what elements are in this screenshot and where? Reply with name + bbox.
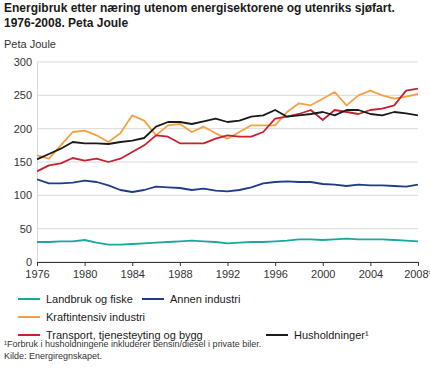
title-line: Energibruk etter næring utenom energisek… (4, 1, 395, 15)
y-tick-label: 300 (14, 56, 32, 68)
grid-line (37, 62, 418, 63)
y-tick-label: 50 (20, 223, 32, 235)
x-tick: 2004 (359, 262, 383, 280)
x-tick: 1976 (25, 262, 49, 280)
legend-swatch (18, 316, 40, 318)
series-line (37, 110, 418, 159)
x-tick-mark (418, 262, 419, 266)
grid-line (37, 162, 418, 163)
y-tick: 100 (14, 189, 37, 201)
legend-item: Kraftintensiv industri (18, 311, 145, 323)
x-tick: 2000 (311, 262, 335, 280)
x-tick: 1984 (121, 262, 145, 280)
legend-item: Husholdninger¹ (266, 329, 369, 341)
x-tick-mark (37, 262, 38, 266)
x-tick-mark (275, 262, 276, 266)
legend-swatch (266, 334, 288, 336)
x-tick-mark (323, 262, 324, 266)
footnote: ¹Forbruk i husholdningene inkluderer ben… (4, 339, 261, 349)
legend-swatch (142, 298, 164, 300)
x-tick-label: 2004 (359, 268, 383, 280)
y-tick: 50 (20, 223, 37, 235)
x-tick-label: 1984 (121, 268, 145, 280)
y-axis-line (37, 63, 38, 263)
x-tick: 1988 (168, 262, 192, 280)
x-axis: 1976 1980 1984 1988 1992 1996 2000 2004 2008* (25, 262, 430, 280)
series-line (37, 179, 418, 192)
x-tick-mark (85, 262, 86, 266)
series-line (37, 91, 418, 159)
y-tick: 200 (14, 123, 37, 135)
y-tick-label: 200 (14, 123, 32, 135)
y-tick: 0 (26, 256, 37, 268)
grid-line (37, 195, 418, 196)
title-line: 1976-2008. Peta Joule (4, 16, 128, 30)
y-tick-label: 0 (26, 256, 32, 268)
x-tick: 1992 (216, 262, 240, 280)
x-tick-mark (228, 262, 229, 266)
x-tick-label: 2000 (311, 268, 335, 280)
grid-line (37, 128, 418, 129)
x-tick-mark (132, 262, 133, 266)
legend-label: Annen industri (170, 293, 240, 305)
x-tick-label: 1996 (263, 268, 287, 280)
x-tick-label: 1976 (25, 268, 49, 280)
legend-label: Landbruk og fiske (46, 293, 133, 305)
legend: Landbruk og fiske Annen industri Kraftinte… (18, 293, 369, 341)
legend-item: Annen industri (142, 293, 240, 305)
x-tick-label: 1988 (168, 268, 192, 280)
x-tick: 1980 (73, 262, 97, 280)
y-axis: 0 50 100 150 200 250 300 (14, 56, 38, 268)
x-tick-label: 1992 (216, 268, 240, 280)
legend-swatch (18, 334, 40, 336)
y-tick-label: 150 (14, 156, 32, 168)
series-line (37, 239, 418, 245)
x-tick: 2008* (404, 262, 430, 280)
legend-swatch (18, 298, 40, 300)
y-tick: 150 (14, 156, 37, 168)
y-tick: 300 (14, 56, 37, 68)
series-line (37, 89, 418, 172)
legend-label: Husholdninger¹ (294, 329, 369, 341)
legend-label: Kraftintensiv industri (46, 311, 145, 323)
y-tick-label: 250 (14, 89, 32, 101)
grid-line (37, 228, 418, 229)
legend-item: Landbruk og fiske (18, 293, 133, 305)
y-tick: 250 (14, 89, 37, 101)
chart: Energibruk etter næring utenom energisek… (0, 0, 430, 377)
title: Energibruk etter næring utenom energisek… (4, 1, 395, 30)
grid (37, 62, 418, 262)
x-tick-label: 2008* (404, 268, 430, 280)
source: Kilde: Energiregnskapet. (4, 351, 102, 361)
x-tick-mark (180, 262, 181, 266)
x-tick: 1996 (263, 262, 287, 280)
x-tick-label: 1980 (73, 268, 97, 280)
x-tick-mark (370, 262, 371, 266)
y-tick-label: 100 (14, 189, 32, 201)
x-axis-line (38, 263, 419, 267)
y-label: Peta Joule (4, 38, 56, 50)
lines (37, 89, 418, 245)
